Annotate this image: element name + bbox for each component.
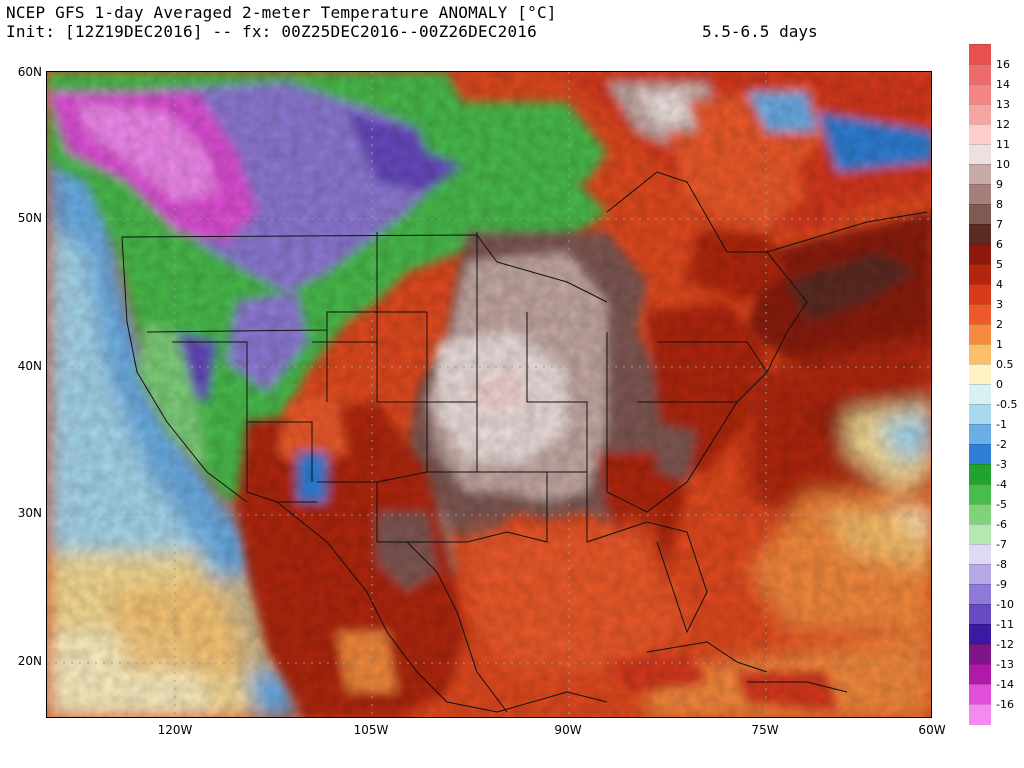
colorbar-label: -11 xyxy=(996,618,1014,631)
colorbar-swatch xyxy=(969,144,991,165)
colorbar-swatch xyxy=(969,684,991,705)
colorbar-label: 2 xyxy=(996,318,1003,331)
title-line-1: NCEP GFS 1-day Averaged 2-meter Temperat… xyxy=(6,3,557,22)
colorbar-swatch xyxy=(969,84,991,105)
colorbar-label: -6 xyxy=(996,518,1007,531)
colorbar-swatch xyxy=(969,704,991,725)
lat-label-40n: 40N xyxy=(17,359,42,373)
colorbar-label: -12 xyxy=(996,638,1014,651)
colorbar-swatch xyxy=(969,124,991,145)
colorbar-swatch xyxy=(969,484,991,505)
colorbar-label: -0.5 xyxy=(996,398,1018,411)
colorbar-label: 10 xyxy=(996,158,1010,171)
colorbar-label: 9 xyxy=(996,178,1003,191)
colorbar-swatch xyxy=(969,584,991,605)
title-line-2: Init: [12Z19DEC2016] -- fx: 00Z25DEC2016… xyxy=(6,22,537,41)
colorbar-label: 13 xyxy=(996,98,1010,111)
lon-label-90w: 90W xyxy=(554,723,582,737)
colorbar-label: 3 xyxy=(996,298,1003,311)
colorbar-swatch xyxy=(969,44,991,65)
colorbar-swatch xyxy=(969,424,991,445)
colorbar-label: 14 xyxy=(996,78,1010,91)
lon-label-120w: 120W xyxy=(157,723,193,737)
colorbar-swatch xyxy=(969,644,991,665)
colorbar-label: -9 xyxy=(996,578,1007,591)
colorbar-swatch xyxy=(969,544,991,565)
colorbar-label: -7 xyxy=(996,538,1007,551)
colorbar-swatch xyxy=(969,564,991,585)
colorbar-swatch xyxy=(969,324,991,345)
colorbar-swatch xyxy=(969,284,991,305)
colorbar-swatch xyxy=(969,624,991,645)
colorbar-swatch xyxy=(969,64,991,85)
lat-label-50n: 50N xyxy=(17,211,42,225)
lon-label-75w: 75W xyxy=(751,723,779,737)
colorbar-swatch xyxy=(969,604,991,625)
lead-days-label: 5.5-6.5 days xyxy=(702,22,818,41)
colorbar-label: 11 xyxy=(996,138,1010,151)
colorbar-label: 6 xyxy=(996,238,1003,251)
lat-label-30n: 30N xyxy=(17,506,42,520)
colorbar-swatch xyxy=(969,464,991,485)
colorbar-swatch xyxy=(969,504,991,525)
colorbar-swatch xyxy=(969,164,991,185)
colorbar-label: -14 xyxy=(996,678,1014,691)
lon-label-105w: 105W xyxy=(353,723,389,737)
lat-label-60n: 60N xyxy=(17,65,42,79)
colorbar-label: -2 xyxy=(996,438,1007,451)
colorbar-label: 16 xyxy=(996,58,1010,71)
colorbar xyxy=(969,44,991,725)
colorbar-swatch xyxy=(969,444,991,465)
political-boundaries xyxy=(121,171,928,713)
colorbar-swatch xyxy=(969,404,991,425)
colorbar-label: -16 xyxy=(996,698,1014,711)
colorbar-swatch xyxy=(969,364,991,385)
colorbar-swatch xyxy=(969,344,991,365)
colorbar-swatch xyxy=(969,224,991,245)
colorbar-label: 0 xyxy=(996,378,1003,391)
colorbar-swatch xyxy=(969,264,991,285)
colorbar-label: -4 xyxy=(996,478,1007,491)
colorbar-swatch xyxy=(969,244,991,265)
colorbar-label: 12 xyxy=(996,118,1010,131)
lon-label-60w: 60W xyxy=(918,723,946,737)
colorbar-label: 5 xyxy=(996,258,1003,271)
colorbar-label: -10 xyxy=(996,598,1014,611)
colorbar-label: -13 xyxy=(996,658,1014,671)
colorbar-label: -3 xyxy=(996,458,1007,471)
colorbar-label: -8 xyxy=(996,558,1007,571)
colorbar-swatch xyxy=(969,664,991,685)
colorbar-label: 4 xyxy=(996,278,1003,291)
colorbar-label: -5 xyxy=(996,498,1007,511)
colorbar-swatch xyxy=(969,184,991,205)
map-canvas xyxy=(47,72,931,717)
colorbar-label: 0.5 xyxy=(996,358,1014,371)
colorbar-label: 7 xyxy=(996,218,1003,231)
colorbar-label: -1 xyxy=(996,418,1007,431)
colorbar-swatch xyxy=(969,384,991,405)
colorbar-label: 1 xyxy=(996,338,1003,351)
colorbar-label: 8 xyxy=(996,198,1003,211)
temperature-anomaly-map xyxy=(46,71,932,718)
lat-label-20n: 20N xyxy=(17,654,42,668)
colorbar-swatch xyxy=(969,524,991,545)
colorbar-swatch xyxy=(969,104,991,125)
texture-overlay xyxy=(47,72,931,717)
colorbar-swatch xyxy=(969,204,991,225)
colorbar-swatch xyxy=(969,304,991,325)
